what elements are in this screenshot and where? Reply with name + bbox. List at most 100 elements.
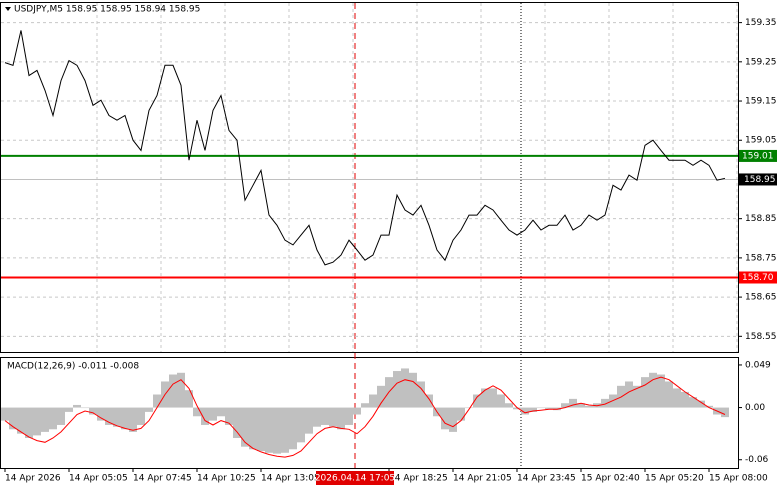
y-tick-label: 159.25 (745, 57, 777, 67)
x-tick-label: 15 Apr 08:00 (709, 474, 768, 484)
histogram-bar (217, 407, 225, 417)
y-tick-label: 159.05 (745, 136, 777, 146)
histogram-bar (689, 397, 697, 408)
histogram-bar (561, 403, 569, 408)
histogram-bar (281, 407, 289, 453)
macd-title: MACD(12,26,9) -0.011 -0.008 (7, 362, 139, 372)
menu-triangle (5, 7, 11, 11)
histogram-bar (249, 407, 257, 450)
histogram-bar (1, 407, 9, 421)
histogram-bar (273, 407, 281, 454)
histogram-bar (577, 403, 585, 408)
x-tick-label: 15 Apr 05:20 (645, 474, 704, 484)
histogram-bar (353, 407, 361, 415)
histogram-bar (25, 407, 33, 438)
histogram-bar (337, 407, 345, 430)
level-label: 158.70 (742, 273, 774, 283)
histogram-bar (489, 388, 497, 408)
y-tick-label: 159.15 (745, 97, 777, 107)
histogram-bar (65, 407, 73, 412)
histogram-bar (521, 407, 529, 415)
histogram-bar (361, 403, 369, 408)
current-price-label: 158.95 (744, 175, 776, 185)
histogram-bar (97, 407, 105, 421)
histogram-bar (457, 407, 465, 421)
histogram-bar (193, 407, 201, 417)
histogram-bar (41, 407, 49, 432)
y-tick-label: 158.55 (745, 332, 777, 342)
histogram-bar (73, 404, 81, 408)
histogram-bar (625, 381, 633, 408)
histogram-bar (569, 398, 577, 408)
macd-panel (0, 357, 739, 469)
histogram-bar (145, 407, 153, 412)
histogram-bar (377, 385, 385, 408)
current-price-box (739, 173, 777, 186)
histogram-bar (409, 372, 417, 408)
histogram-bar (9, 407, 17, 430)
level-label-box (739, 149, 777, 162)
y-tick-label: 158.75 (745, 253, 777, 263)
y-tick-label: -0.06 (745, 455, 769, 465)
histogram-bar (17, 407, 25, 434)
x-tick-label: 14 Apr 13:05 (261, 474, 320, 484)
histogram-bar (425, 394, 433, 408)
histogram-bar (137, 407, 145, 425)
histogram-bar (673, 388, 681, 408)
histogram-bar (721, 407, 729, 418)
histogram-bar (57, 407, 65, 425)
x-tick-label: 14 Apr 18:25 (389, 474, 448, 484)
histogram-bar (241, 407, 249, 447)
signal-line (4, 376, 726, 458)
x-tick-label: 14 Apr 05:05 (69, 474, 128, 484)
histogram-bar (265, 407, 273, 453)
histogram-bar (297, 407, 305, 443)
y-tick-label: 158.85 (745, 214, 777, 224)
histogram-bar (345, 407, 353, 425)
histogram-bar (113, 407, 121, 427)
histogram-bar (225, 407, 233, 425)
histogram-bar (705, 405, 713, 408)
price-panel (0, 2, 739, 353)
histogram-bar (657, 374, 665, 408)
histogram-bar (209, 407, 217, 421)
histogram-bar (497, 394, 505, 408)
histogram-bar (177, 372, 185, 408)
histogram-bar (545, 407, 553, 410)
histogram-bar (201, 407, 209, 425)
histogram-bar (633, 385, 641, 408)
histogram-bar (473, 394, 481, 408)
histogram-bar (305, 407, 313, 434)
histogram-bar (537, 407, 545, 409)
histogram-bar (153, 394, 161, 408)
chart-title: USDJPY,M5 158.95 158.95 158.94 158.95 (14, 5, 200, 15)
histogram-bar (313, 407, 321, 427)
histogram-bar (649, 372, 657, 408)
y-tick-label: 0.00 (745, 403, 765, 413)
histogram-bar (329, 407, 337, 427)
histogram-bar (513, 407, 521, 410)
histogram-bar (393, 371, 401, 408)
histogram-bar (185, 390, 193, 408)
histogram-bar (105, 407, 113, 425)
histogram-bar (465, 407, 473, 409)
histogram-bar (89, 407, 97, 415)
histogram-bar (169, 374, 177, 408)
level-label: 159.01 (742, 151, 774, 161)
histogram-bar (369, 394, 377, 408)
histogram-bar (49, 407, 57, 430)
cursor-label: 2026.04.14 17:05 (315, 474, 395, 484)
histogram-bar (417, 381, 425, 408)
histogram-bar (681, 391, 689, 408)
histogram-bar (289, 407, 297, 450)
cursor-label-box (316, 471, 394, 485)
histogram-bar (121, 407, 129, 430)
x-tick-label: 14 Apr 10:25 (197, 474, 256, 484)
price-line (4, 30, 726, 266)
histogram-bar (401, 368, 409, 408)
histogram-bar (601, 398, 609, 408)
histogram-bar (321, 407, 329, 425)
histogram-bar (257, 407, 265, 452)
histogram-bar (585, 405, 593, 408)
